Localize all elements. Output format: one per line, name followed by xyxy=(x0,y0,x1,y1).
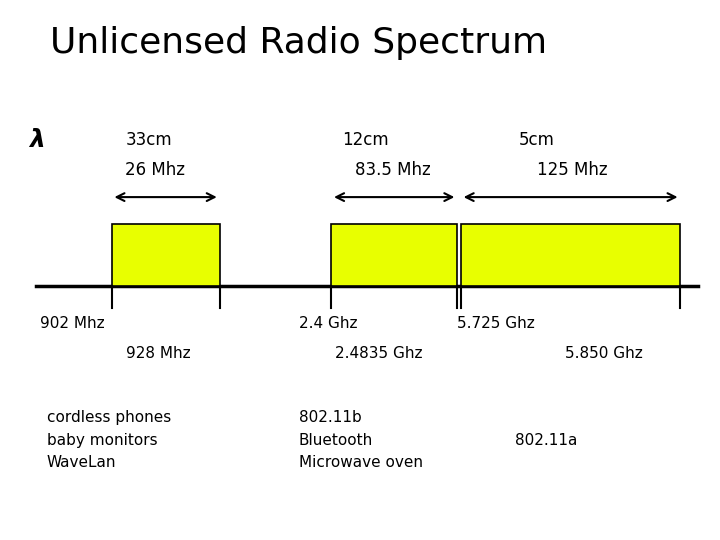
Text: 125 Mhz: 125 Mhz xyxy=(537,161,608,179)
Text: 2.4 Ghz: 2.4 Ghz xyxy=(299,316,357,332)
Text: 928 Mhz: 928 Mhz xyxy=(126,346,191,361)
Bar xyxy=(331,224,457,286)
Text: cordless phones
baby monitors
WaveLan: cordless phones baby monitors WaveLan xyxy=(47,410,171,470)
Text: 83.5 Mhz: 83.5 Mhz xyxy=(354,161,431,179)
Text: 2.4835 Ghz: 2.4835 Ghz xyxy=(335,346,423,361)
Text: Unlicensed Radio Spectrum: Unlicensed Radio Spectrum xyxy=(50,26,547,60)
Text: 802.11b
Bluetooth
Microwave oven: 802.11b Bluetooth Microwave oven xyxy=(299,410,423,470)
Text: 5.850 Ghz: 5.850 Ghz xyxy=(565,346,643,361)
Text: 26 Mhz: 26 Mhz xyxy=(125,161,185,179)
Text: 12cm: 12cm xyxy=(342,131,389,150)
Text: 902 Mhz: 902 Mhz xyxy=(40,316,104,332)
Text: 5.725 Ghz: 5.725 Ghz xyxy=(457,316,535,332)
Text: 802.11a: 802.11a xyxy=(515,433,577,448)
Bar xyxy=(112,224,220,286)
Text: 33cm: 33cm xyxy=(126,131,173,150)
Bar xyxy=(461,224,680,286)
Text: 5cm: 5cm xyxy=(518,131,554,150)
Text: λ: λ xyxy=(29,129,45,152)
